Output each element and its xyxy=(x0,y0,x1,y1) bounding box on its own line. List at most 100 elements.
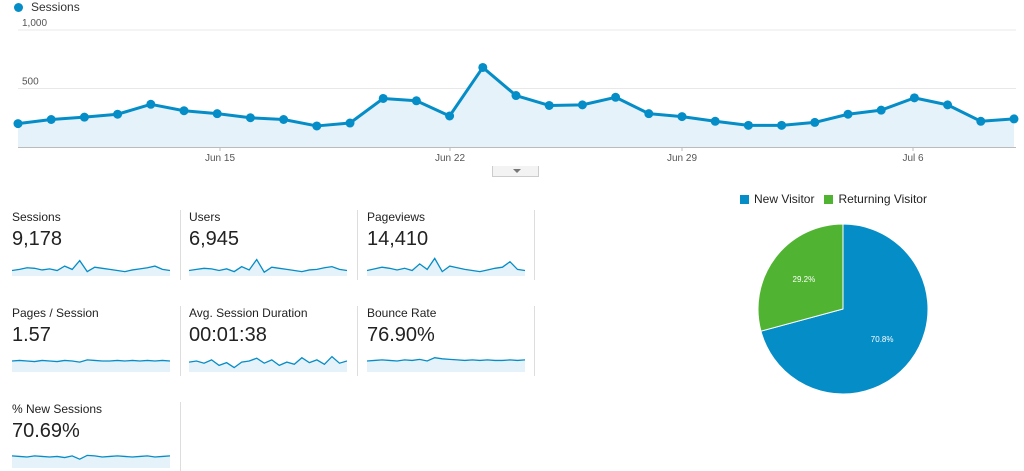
sparkline-line xyxy=(189,355,347,369)
x-tick-label: Jun 22 xyxy=(435,153,465,164)
tile-separator xyxy=(180,210,181,280)
metric-label: Bounce Rate xyxy=(367,306,437,320)
pie-slice-label: 70.8% xyxy=(871,335,894,344)
sessions-data-point[interactable] xyxy=(378,93,388,103)
sessions-data-point[interactable] xyxy=(644,109,654,119)
sessions-data-point[interactable] xyxy=(279,115,289,125)
sessions-line-chart[interactable]: 1,000 500 Jun 15 Jun 22 Jun 29 Jul 6 xyxy=(0,0,1024,180)
sessions-data-point[interactable] xyxy=(478,62,488,72)
metric-label: Avg. Session Duration xyxy=(189,306,308,320)
metric-value: 1.57 xyxy=(12,324,51,346)
sessions-data-point[interactable] xyxy=(677,112,687,122)
sparkline-area xyxy=(189,356,347,372)
sessions-data-point[interactable] xyxy=(544,100,554,110)
metric-sparkline xyxy=(367,357,525,372)
sessions-data-point[interactable] xyxy=(777,120,787,130)
sessions-data-point[interactable] xyxy=(743,120,753,130)
sessions-data-point[interactable] xyxy=(13,119,23,129)
metric-label: Users xyxy=(189,210,221,224)
metric-sparkline xyxy=(189,355,347,372)
metric-tile-pages-per-session[interactable]: Pages / Session 1.57 xyxy=(12,306,178,386)
sparkline-area xyxy=(367,357,525,372)
metric-label: Sessions xyxy=(12,210,61,224)
pie-slice-new-visitor[interactable] xyxy=(760,223,929,395)
sessions-legend-dot xyxy=(14,2,23,12)
sessions-data-point[interactable] xyxy=(943,100,953,110)
sessions-area xyxy=(18,67,1014,147)
sessions-data-point[interactable] xyxy=(1009,114,1019,124)
sessions-data-point[interactable] xyxy=(146,99,156,109)
chart-legend[interactable]: Sessions xyxy=(14,0,80,14)
sparkline-area xyxy=(12,260,170,276)
sessions-data-point[interactable] xyxy=(179,106,189,116)
pie-slice-returning-visitor[interactable] xyxy=(757,223,844,332)
sessions-data-point[interactable] xyxy=(976,116,986,126)
sparkline-line xyxy=(367,257,525,273)
metric-sparkline xyxy=(189,258,347,276)
sessions-data-point[interactable] xyxy=(511,91,521,101)
sparkline-area xyxy=(12,359,170,372)
sparkline-area xyxy=(189,259,347,276)
sessions-data-point[interactable] xyxy=(577,100,587,110)
x-tick-label: Jun 15 xyxy=(205,153,235,164)
new-visitor-label: New Visitor xyxy=(754,192,815,206)
pie-legend: New Visitor Returning Visitor xyxy=(740,192,937,206)
metric-value: 6,945 xyxy=(189,228,240,250)
sessions-data-point[interactable] xyxy=(445,111,455,121)
metric-tile-new-sessions[interactable]: % New Sessions 70.69% xyxy=(12,402,178,471)
sessions-data-point[interactable] xyxy=(909,93,919,103)
metric-tile-avg-session-duration[interactable]: Avg. Session Duration 00:01:38 xyxy=(189,306,355,386)
tile-separator xyxy=(357,210,358,280)
sparkline-area xyxy=(12,455,170,468)
metric-sparkline xyxy=(12,454,170,468)
metric-tile-sessions[interactable]: Sessions 9,178 xyxy=(12,210,178,290)
sessions-data-point[interactable] xyxy=(312,121,322,131)
sessions-data-point[interactable] xyxy=(876,105,886,115)
metric-value: 76.90% xyxy=(367,324,435,346)
visitor-type-pie-chart[interactable]: 70.8% 29.2% xyxy=(756,222,930,396)
metric-value: 70.69% xyxy=(12,420,80,442)
sessions-data-point[interactable] xyxy=(843,109,853,119)
sparkline-line xyxy=(12,359,170,363)
sessions-data-point[interactable] xyxy=(710,116,720,126)
y-tick-label: 1,000 xyxy=(22,18,47,29)
sparkline-line xyxy=(12,259,170,273)
metric-label: Pages / Session xyxy=(12,306,99,320)
metric-sparkline xyxy=(12,359,170,372)
legend-new-visitor[interactable]: New Visitor xyxy=(740,192,814,206)
tile-separator xyxy=(534,210,535,280)
tile-separator xyxy=(534,306,535,376)
metric-tile-users[interactable]: Users 6,945 xyxy=(189,210,355,290)
sessions-data-point[interactable] xyxy=(212,109,222,119)
sessions-legend-label: Sessions xyxy=(31,0,80,14)
sessions-data-point[interactable] xyxy=(411,96,421,106)
x-tick-label: Jul 6 xyxy=(902,153,924,164)
metric-tile-bounce-rate[interactable]: Bounce Rate 76.90% xyxy=(367,306,533,386)
new-visitor-swatch xyxy=(740,194,749,204)
tile-separator xyxy=(180,402,181,471)
returning-visitor-label: Returning Visitor xyxy=(838,192,927,206)
y-tick-label: 500 xyxy=(22,77,39,88)
sparkline-line xyxy=(367,357,525,362)
sparkline-line xyxy=(189,258,347,274)
metric-value: 00:01:38 xyxy=(189,324,267,346)
sessions-data-point[interactable] xyxy=(611,92,621,102)
metric-value: 9,178 xyxy=(12,228,63,250)
metric-label: % New Sessions xyxy=(12,402,103,416)
sessions-data-point[interactable] xyxy=(46,115,56,125)
sessions-data-point[interactable] xyxy=(113,109,123,119)
legend-returning-visitor[interactable]: Returning Visitor xyxy=(824,192,927,206)
sessions-data-point[interactable] xyxy=(245,113,255,123)
returning-visitor-swatch xyxy=(824,194,834,204)
sessions-data-point[interactable] xyxy=(345,118,355,128)
sessions-data-point[interactable] xyxy=(79,112,89,122)
metric-label: Pageviews xyxy=(367,210,426,224)
metric-tile-pageviews[interactable]: Pageviews 14,410 xyxy=(367,210,533,290)
metric-value: 14,410 xyxy=(367,228,429,250)
metric-sparkline xyxy=(367,257,525,276)
chart-collapse-toggle[interactable] xyxy=(492,166,539,177)
sparkline-line xyxy=(12,454,170,460)
x-tick-label: Jun 29 xyxy=(667,153,697,164)
tile-separator xyxy=(180,306,181,376)
sessions-data-point[interactable] xyxy=(810,117,820,127)
